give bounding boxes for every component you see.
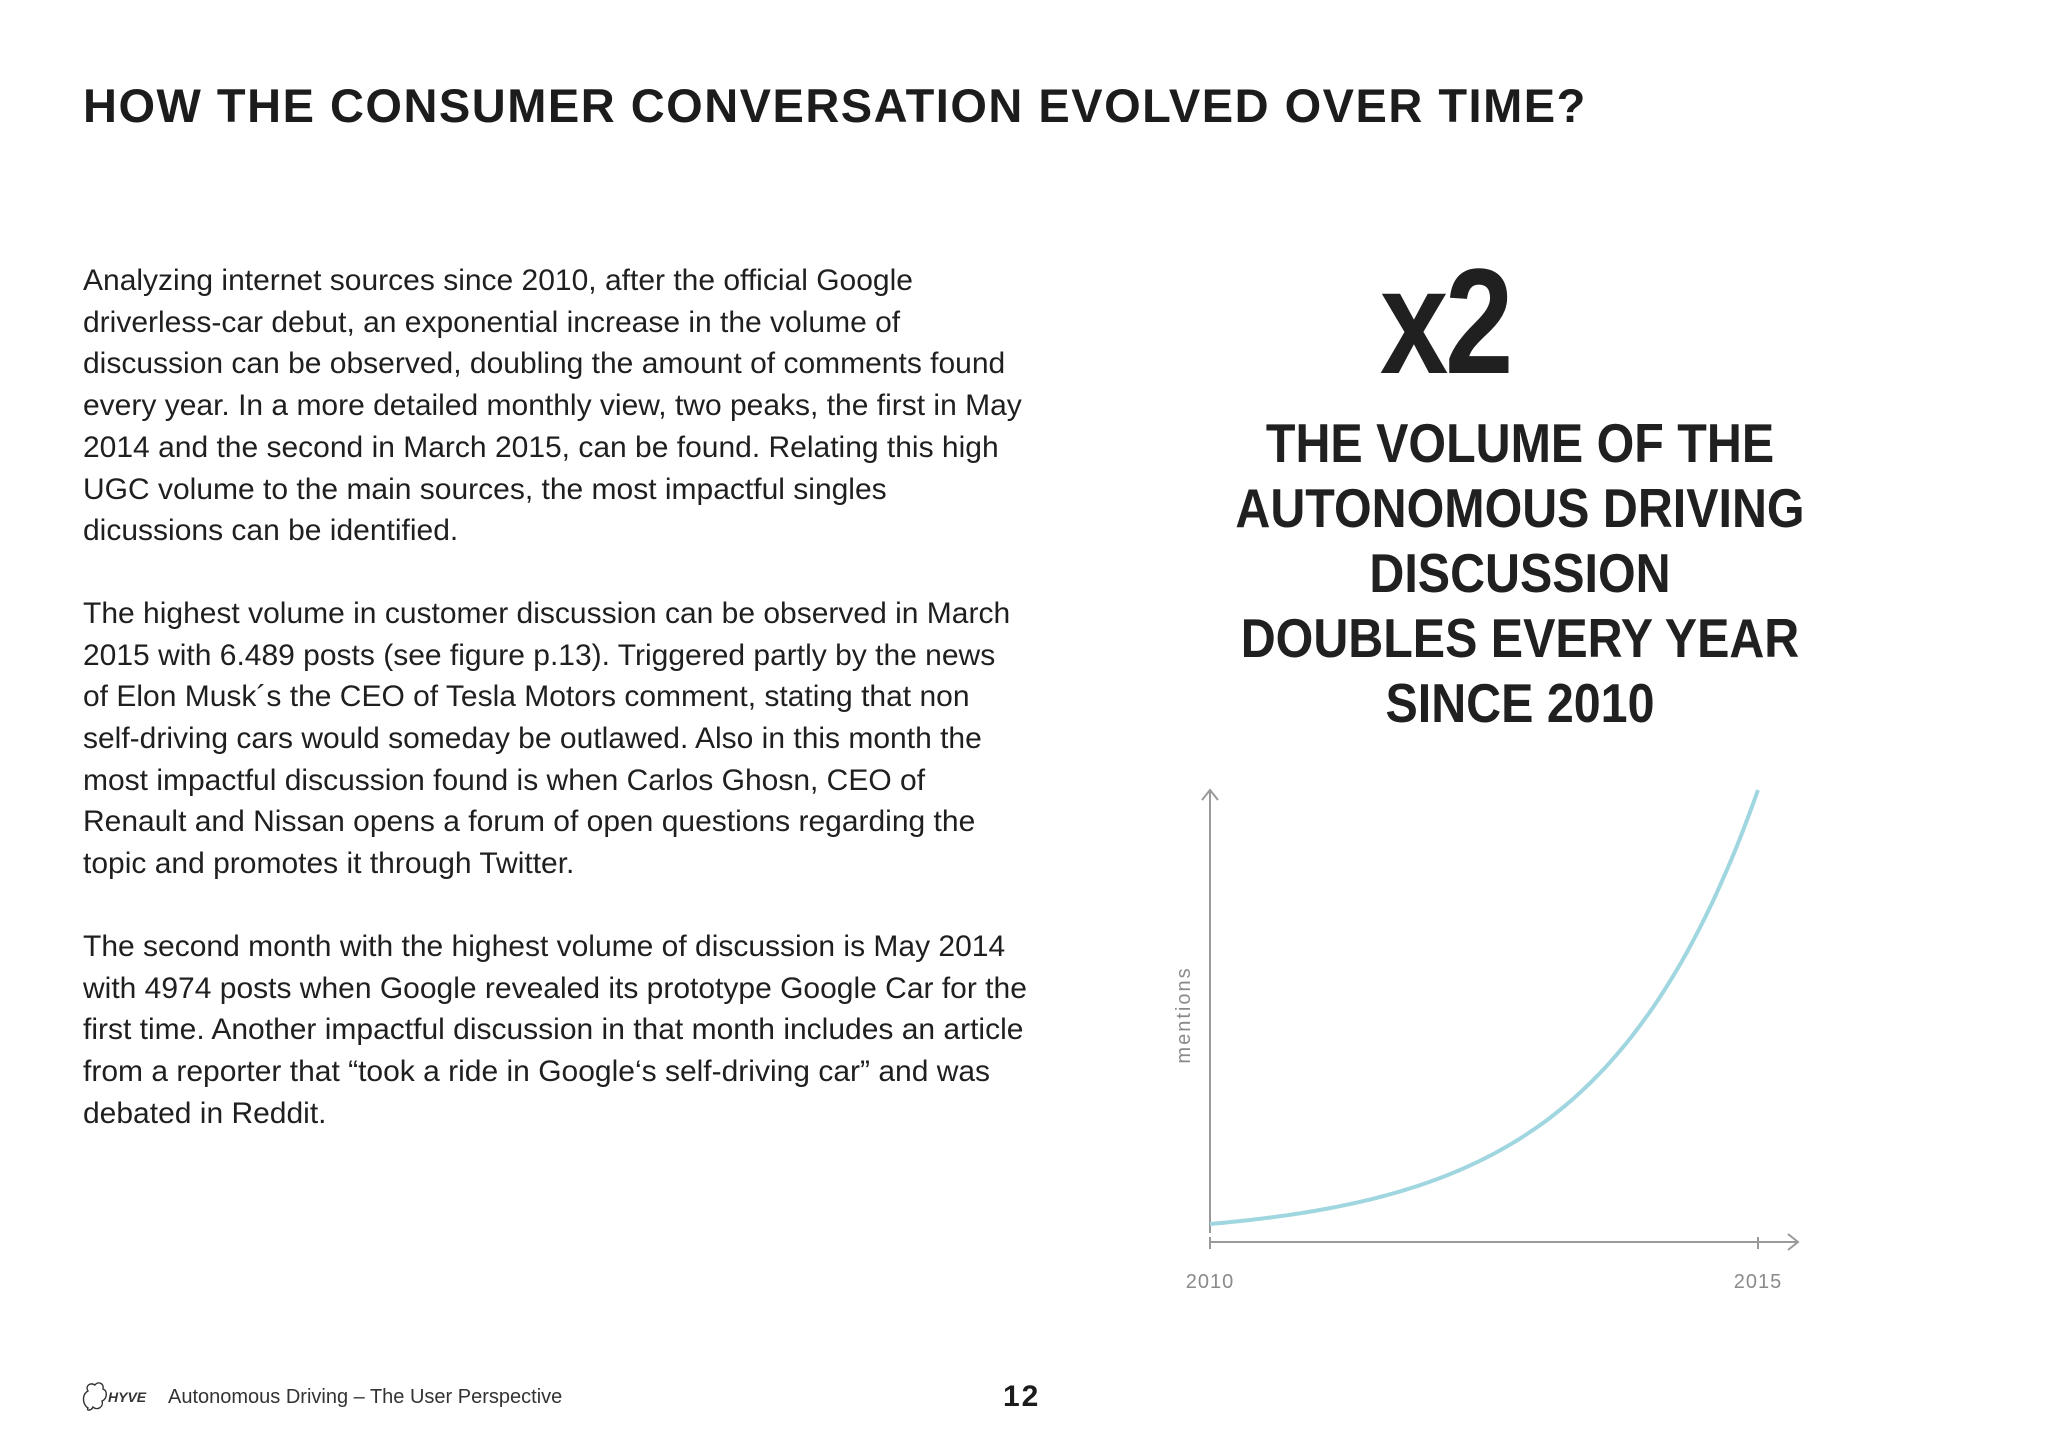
paragraph-may-2014: The second month with the highest volume… (83, 929, 1027, 1130)
x-tick-label-2015: 2015 (1734, 1271, 1783, 1293)
paragraph-intro: Analyzing internet sources since 2010, a… (83, 264, 1022, 548)
callout-headline: THE VOLUME OF THE AUTONOMOUS DRIVING DIS… (1235, 412, 1805, 734)
footer-text: Autonomous Driving – The User Perspectiv… (168, 1386, 563, 1408)
page-title: HOW THE CONSUMER CONVERSATION EVOLVED OV… (83, 79, 1587, 132)
series-line-mentions (1209, 789, 1760, 1226)
brand-name: HYVE (108, 1389, 147, 1405)
big-number: x2 (1379, 237, 1514, 405)
paragraph-march-2015: The highest volume in customer discussio… (83, 596, 1011, 881)
page-number: 12 (1003, 1380, 1041, 1413)
y-axis-label: mentions (1173, 966, 1195, 1063)
x-tick-label-2010: 2010 (1186, 1271, 1235, 1293)
hyve-logo-icon: HYVE (82, 1382, 147, 1411)
callout: x2 THE VOLUME OF THE AUTONOMOUS DRIVING … (1180, 240, 1860, 736)
body-text: Analyzing internet sources since 2010, a… (83, 260, 1028, 1175)
growth-chart: 2010 2015 mentions (1173, 788, 1800, 1293)
x-axis-arrow (1787, 1233, 1800, 1251)
y-axis-arrow (1201, 788, 1219, 801)
